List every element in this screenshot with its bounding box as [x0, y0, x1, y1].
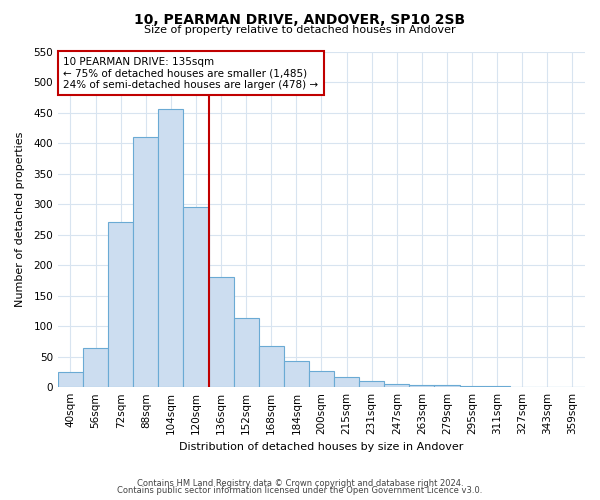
Bar [359, 381, 384, 387]
Bar [284, 361, 309, 387]
Bar [485, 386, 510, 387]
Text: 10 PEARMAN DRIVE: 135sqm
← 75% of detached houses are smaller (1,485)
24% of sem: 10 PEARMAN DRIVE: 135sqm ← 75% of detach… [63, 56, 319, 90]
Bar [560, 386, 585, 387]
Bar [209, 278, 233, 387]
Bar [259, 346, 284, 387]
Bar [108, 222, 133, 387]
Bar [83, 348, 108, 387]
Bar [460, 386, 485, 387]
Text: Contains HM Land Registry data © Crown copyright and database right 2024.: Contains HM Land Registry data © Crown c… [137, 478, 463, 488]
Text: Contains public sector information licensed under the Open Government Licence v3: Contains public sector information licen… [118, 486, 482, 495]
Bar [409, 386, 434, 387]
Bar [535, 386, 560, 387]
Bar [510, 386, 535, 387]
Bar [309, 370, 334, 387]
Text: 10, PEARMAN DRIVE, ANDOVER, SP10 2SB: 10, PEARMAN DRIVE, ANDOVER, SP10 2SB [134, 12, 466, 26]
Bar [334, 377, 359, 387]
Bar [158, 110, 184, 387]
Bar [58, 372, 83, 387]
Bar [184, 207, 209, 387]
Bar [384, 384, 409, 387]
Bar [434, 386, 460, 387]
Bar [233, 318, 259, 387]
Bar [133, 137, 158, 387]
Y-axis label: Number of detached properties: Number of detached properties [15, 132, 25, 307]
X-axis label: Distribution of detached houses by size in Andover: Distribution of detached houses by size … [179, 442, 464, 452]
Text: Size of property relative to detached houses in Andover: Size of property relative to detached ho… [144, 25, 456, 35]
